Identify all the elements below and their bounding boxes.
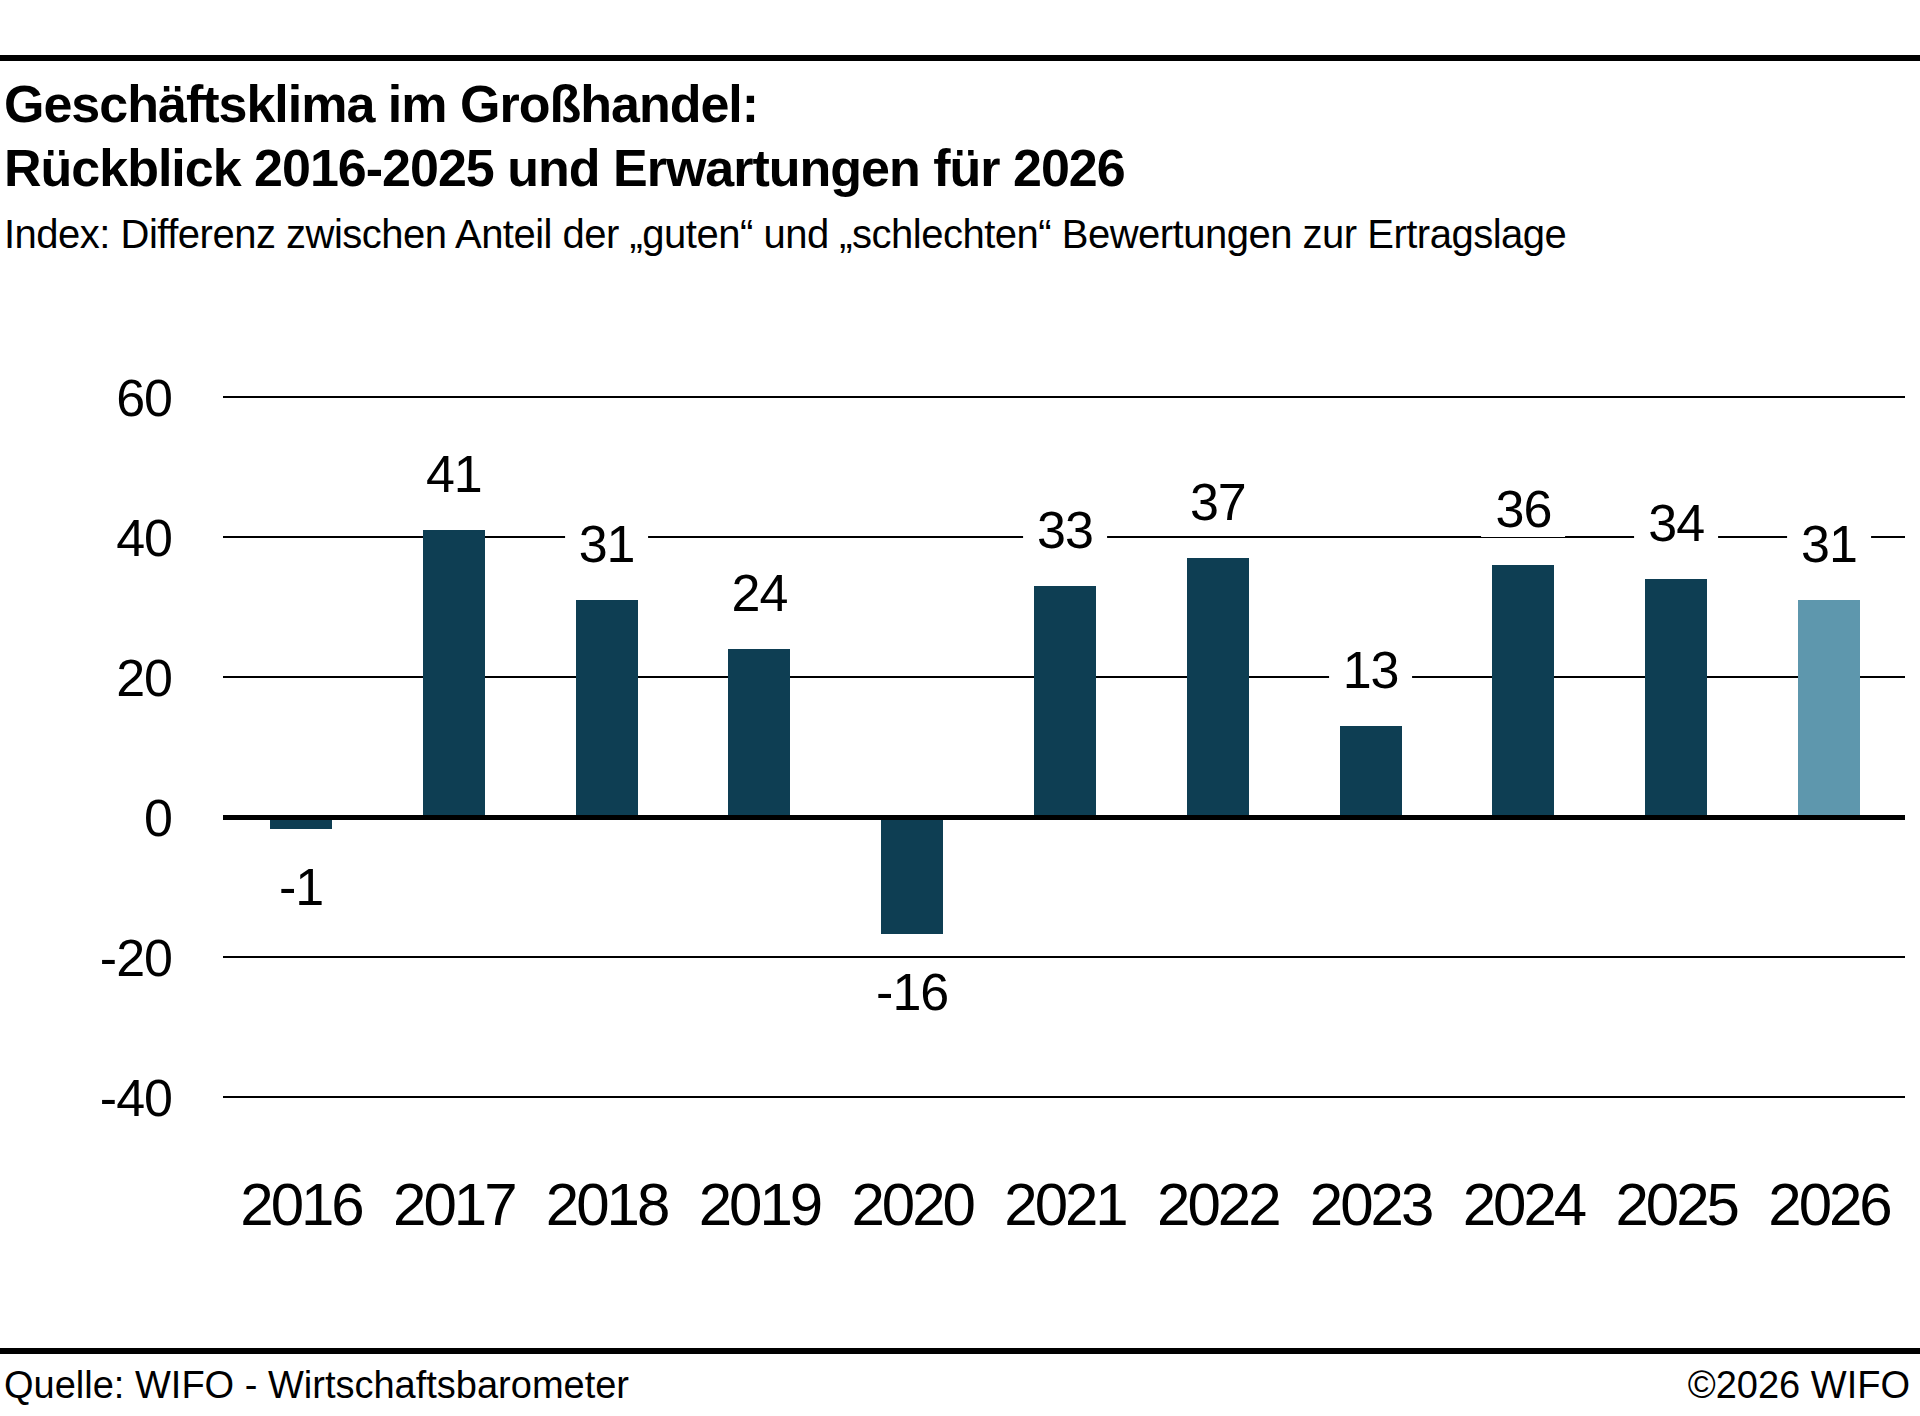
value-label-2016: -1	[265, 859, 337, 915]
bar-2026	[1798, 600, 1860, 817]
x-axis-label-2023: 2023	[1310, 1177, 1431, 1233]
gridline--20	[223, 956, 1905, 958]
x-axis-label-2025: 2025	[1615, 1177, 1736, 1233]
x-axis-label-2020: 2020	[851, 1177, 972, 1233]
page: Geschäftsklima im Großhandel: Rückblick …	[0, 0, 1920, 1416]
value-label-2022: 37	[1176, 474, 1260, 530]
bar-2023	[1340, 726, 1402, 817]
bar-2019	[728, 649, 790, 817]
x-axis-label-2019: 2019	[699, 1177, 820, 1233]
x-axis-label-2026: 2026	[1768, 1177, 1889, 1233]
gridline-60	[223, 396, 1905, 398]
value-label-2023: 13	[1329, 642, 1413, 698]
y-axis-tick-label-20: 20	[32, 650, 172, 706]
value-label-2025: 34	[1634, 495, 1718, 551]
x-axis-label-2022: 2022	[1157, 1177, 1278, 1233]
bar-2020	[881, 817, 943, 934]
source-note: Quelle: WIFO - Wirtschaftsbarometer	[4, 1362, 629, 1408]
bar-2022	[1187, 558, 1249, 817]
zero-axis-line	[223, 815, 1905, 820]
gridline--40	[223, 1096, 1905, 1098]
x-axis-label-2021: 2021	[1004, 1177, 1125, 1233]
y-axis-tick-label--20: -20	[32, 930, 172, 986]
y-axis-tick-label-60: 60	[32, 370, 172, 426]
copyright-note: ©2026 WIFO	[1688, 1362, 1910, 1408]
y-axis-tick-label-40: 40	[32, 510, 172, 566]
bar-2025	[1645, 579, 1707, 817]
x-axis-label-2016: 2016	[240, 1177, 361, 1233]
bar-2024	[1492, 565, 1554, 817]
bar-chart: 60 40 20 0 -20 -40 -1 2016 41 2017 31 2018 24 2019 -16…	[0, 0, 1920, 1416]
value-label-2021: 33	[1023, 502, 1107, 558]
bar-2018	[576, 600, 638, 817]
y-axis-tick-label-0: 0	[32, 790, 172, 846]
value-label-2019: 24	[717, 565, 801, 621]
bottom-rule	[0, 1348, 1920, 1354]
x-axis-label-2024: 2024	[1463, 1177, 1584, 1233]
value-label-2020: -16	[862, 964, 962, 1020]
y-axis-tick-label--40: -40	[32, 1070, 172, 1126]
value-label-2024: 36	[1481, 481, 1565, 537]
value-label-2026: 31	[1787, 516, 1871, 572]
bar-2021	[1034, 586, 1096, 817]
value-label-2017: 41	[412, 446, 496, 502]
bar-2017	[423, 530, 485, 817]
x-axis-label-2018: 2018	[546, 1177, 667, 1233]
x-axis-label-2017: 2017	[393, 1177, 514, 1233]
value-label-2018: 31	[565, 516, 649, 572]
